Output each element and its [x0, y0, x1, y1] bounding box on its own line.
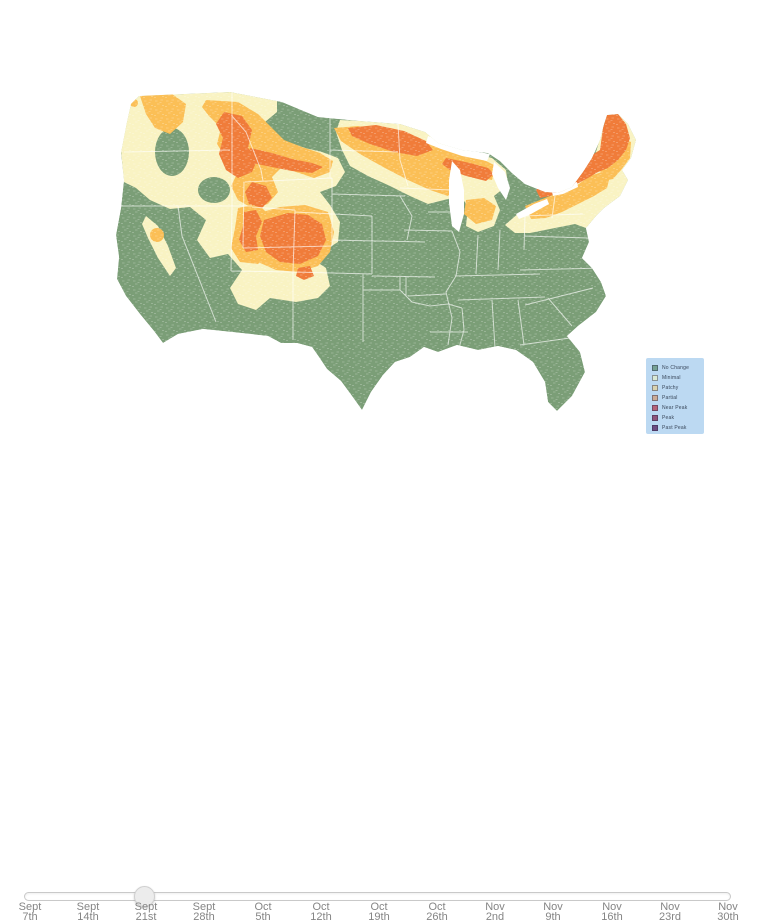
- legend-label: Patchy: [662, 385, 679, 391]
- legend-swatch-patchy: [652, 385, 658, 391]
- map-legend: No Change Minimal Patchy Partial Near Pe…: [646, 358, 704, 434]
- tick-label-oct-12: Oct 12th: [310, 901, 332, 923]
- county-lines-texture: [116, 92, 636, 411]
- legend-item: No Change: [652, 363, 704, 373]
- tick-label-sept-28: Sept 28th: [192, 901, 216, 923]
- legend-item: Past Peak: [652, 423, 704, 433]
- legend-swatch-near-peak: [652, 405, 658, 411]
- legend-label: Peak: [662, 415, 675, 421]
- tick-label-oct-5: Oct 5th: [254, 901, 272, 923]
- legend-item: Patchy: [652, 383, 704, 393]
- tick-label-nov-23: Nov 23rd: [658, 901, 682, 923]
- lake-huron: [492, 162, 510, 200]
- legend-label: Partial: [662, 395, 678, 401]
- tick-label-nov-16: Nov 16th: [601, 901, 623, 923]
- tick-label-oct-19: Oct 19th: [368, 901, 390, 923]
- tick-label-nov-9: Nov 9th: [543, 901, 563, 923]
- legend-label: Near Peak: [662, 405, 688, 411]
- legend-label: No Change: [662, 365, 690, 371]
- slider-track[interactable]: [24, 892, 731, 901]
- timeline-slider: Sept 7th Sept 14th Sept 21st Sept 28th Oct 5t…: [0, 440, 768, 922]
- legend-swatch-past-peak: [652, 425, 658, 431]
- state-borders: [120, 93, 605, 353]
- legend-swatch-peak: [652, 415, 658, 421]
- tick-label-sept-21: Sept 21st: [134, 901, 158, 923]
- legend-label: Minimal: [662, 375, 681, 381]
- lake-michigan: [449, 161, 464, 232]
- tick-label-sept-14: Sept 14th: [76, 901, 100, 923]
- tick-label-sept-7: Sept 7th: [18, 901, 42, 923]
- legend-item: Near Peak: [652, 403, 704, 413]
- legend-item: Minimal: [652, 373, 704, 383]
- legend-swatch-partial: [652, 395, 658, 401]
- legend-item: Partial: [652, 393, 704, 403]
- legend-item: Peak: [652, 413, 704, 423]
- lake-erie: [516, 199, 549, 219]
- foliage-map[interactable]: [0, 0, 768, 553]
- tick-label-nov-30: Nov 30th: [717, 901, 739, 923]
- tick-label-nov-2: Nov 2nd: [485, 901, 505, 923]
- tick-label-oct-26: Oct 26th: [426, 901, 448, 923]
- legend-swatch-minimal: [652, 375, 658, 381]
- legend-label: Past Peak: [662, 425, 687, 431]
- legend-swatch-no-change: [652, 365, 658, 371]
